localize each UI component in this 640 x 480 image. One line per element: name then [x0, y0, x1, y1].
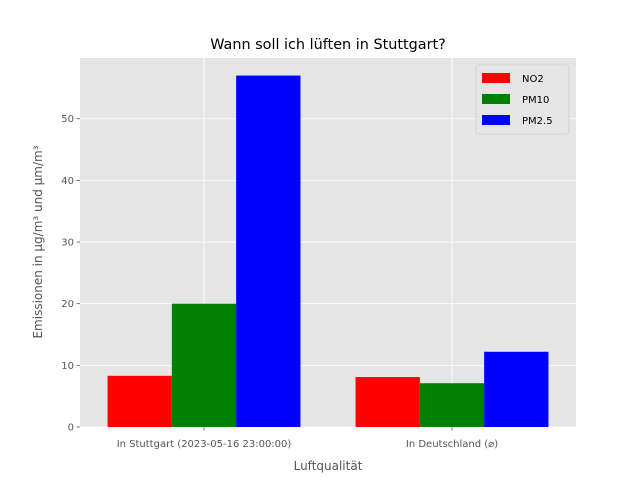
- x-axis-ticks: In Stuttgart (2023-05-16 23:00:00) In Deu…: [117, 427, 498, 450]
- bars: [107, 75, 549, 428]
- legend-label: PM2.5: [522, 116, 553, 127]
- y-tick-label: 10: [61, 361, 74, 372]
- y-tick-label: 0: [68, 423, 74, 434]
- bar-no2-1: [355, 377, 420, 427]
- bar-no2-0: [107, 375, 172, 427]
- bar-pm25-1: [484, 351, 549, 427]
- x-tick-label: In Stuttgart (2023-05-16 23:00:00): [117, 439, 292, 450]
- legend-swatch: [482, 73, 510, 83]
- bar-pm10-0: [171, 303, 237, 427]
- y-tick-label: 20: [61, 299, 74, 310]
- y-axis-ticks: 0 10 20 30 40 50: [61, 114, 80, 434]
- legend-swatch: [482, 115, 510, 125]
- legend-swatch: [482, 94, 510, 104]
- legend: NO2 PM10 PM2.5: [475, 64, 570, 135]
- bar-pm25-0: [236, 75, 301, 428]
- y-tick-label: 50: [61, 114, 74, 125]
- x-tick-label: In Deutschland (⌀): [406, 439, 498, 450]
- chart-title: Wann soll ich lüften in Stuttgart?: [210, 37, 446, 53]
- y-tick-label: 40: [61, 176, 74, 187]
- y-axis-label: Emissionen in µg/m³ und µm/m³: [31, 145, 45, 338]
- legend-label: NO2: [522, 74, 544, 85]
- x-axis-label: Luftqualität: [294, 459, 363, 473]
- bar-pm10-1: [419, 383, 485, 427]
- y-tick-label: 30: [61, 238, 74, 249]
- legend-label: PM10: [522, 95, 549, 106]
